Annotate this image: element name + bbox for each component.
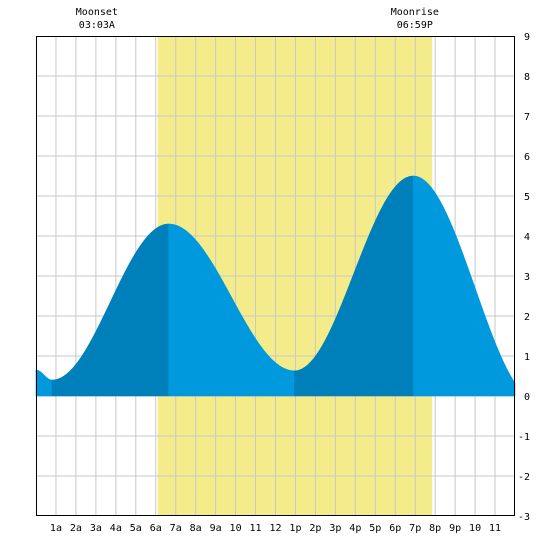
x-tick-label: 5a bbox=[130, 523, 142, 534]
x-tick-label: 6a bbox=[150, 523, 162, 534]
x-tick-label: 3p bbox=[329, 523, 341, 534]
y-tick-label: 6 bbox=[524, 152, 530, 163]
y-tick-label: -1 bbox=[518, 432, 530, 443]
moon-event-time: 03:03A bbox=[79, 20, 115, 31]
x-tick-label: 10 bbox=[469, 523, 481, 534]
x-tick-label: 5p bbox=[369, 523, 381, 534]
moon-annotations: Moonset 03:03A Moonrise 06:59P bbox=[76, 7, 439, 31]
moon-annotation: Moonset 03:03A bbox=[76, 7, 118, 31]
y-tick-label: 2 bbox=[524, 312, 530, 323]
y-tick-label: -3 bbox=[518, 512, 530, 523]
moon-event-label: Moonrise bbox=[391, 7, 439, 18]
moon-annotation: Moonrise 06:59P bbox=[391, 7, 439, 31]
x-tick-label: 11 bbox=[489, 523, 501, 534]
x-tick-label: 4p bbox=[349, 523, 361, 534]
x-tick-label: 4a bbox=[110, 523, 122, 534]
x-tick-label: 11 bbox=[250, 523, 262, 534]
x-tick-label: 8p bbox=[429, 523, 441, 534]
y-tick-label: -2 bbox=[518, 472, 530, 483]
tide-segment-rising bbox=[294, 175, 414, 397]
x-tick-label: 7a bbox=[170, 523, 182, 534]
y-tick-label: 7 bbox=[524, 112, 530, 123]
x-tick-label: 9a bbox=[210, 523, 222, 534]
x-tick-label: 3a bbox=[90, 523, 102, 534]
y-tick-label: 3 bbox=[524, 272, 530, 283]
x-tick-label: 2p bbox=[309, 523, 321, 534]
plot-frame bbox=[36, 36, 515, 516]
x-tick-label: 2a bbox=[70, 523, 82, 534]
moon-event-time: 06:59P bbox=[397, 20, 433, 31]
y-tick-label: 1 bbox=[524, 352, 530, 363]
tide-segment-falling bbox=[412, 175, 516, 397]
x-tick-label: 10 bbox=[230, 523, 242, 534]
x-tick-label: 12 bbox=[269, 523, 281, 534]
y-tick-label: 4 bbox=[524, 232, 530, 243]
x-tick-label: 1a bbox=[50, 523, 62, 534]
x-tick-label: 9p bbox=[449, 523, 461, 534]
y-tick-label: 0 bbox=[524, 392, 530, 403]
tide-segment-falling bbox=[168, 223, 295, 397]
x-tick-label: 7p bbox=[409, 523, 421, 534]
x-tick-label: 8a bbox=[190, 523, 202, 534]
tide-segment-falling bbox=[35, 369, 53, 397]
y-tick-label: 5 bbox=[524, 192, 530, 203]
y-axis: -3 -2 -1 0 1 2 3 4 5 6 7 8 9 bbox=[518, 32, 530, 523]
x-tick-label: 1p bbox=[289, 523, 301, 534]
tide-area bbox=[35, 175, 516, 397]
y-tick-label: 8 bbox=[524, 72, 530, 83]
x-tick-label: 6p bbox=[389, 523, 401, 534]
x-axis: 1a 2a 3a 4a 5a 6a 7a 8a 9a 10 11 12 1p 2p 3p 4p 5p 6p 7p 8p… bbox=[50, 523, 501, 534]
tide-segment-rising bbox=[51, 223, 170, 397]
moon-event-label: Moonset bbox=[76, 7, 118, 18]
y-tick-label: 9 bbox=[524, 32, 530, 43]
